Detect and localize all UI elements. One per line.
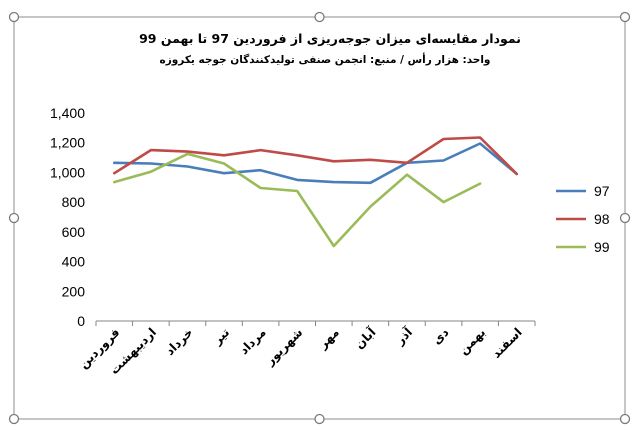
y-tick-label: 1,400 — [50, 105, 85, 121]
y-tick-label: 1,000 — [50, 164, 85, 180]
resize-handles[interactable] — [8, 11, 631, 425]
chart-title: نمودار مقایسه‌ای میزان جوجه‌ریزی از فرور… — [139, 31, 521, 46]
resize-handle[interactable] — [314, 11, 325, 23]
resize-handle[interactable] — [8, 11, 20, 23]
y-tick-label: 600 — [62, 224, 86, 240]
resize-handle[interactable] — [314, 413, 325, 425]
y-tick-label: 800 — [62, 194, 86, 210]
legend-label: 97 — [594, 183, 610, 199]
legend-label: 98 — [594, 211, 610, 227]
resize-handle[interactable] — [619, 212, 631, 224]
resize-handle[interactable] — [619, 413, 631, 425]
chart-border — [13, 16, 626, 420]
y-tick-label: 200 — [62, 283, 86, 299]
resize-handle[interactable] — [619, 11, 631, 23]
x-axis-ticks — [95, 321, 536, 326]
y-tick-label: 0 — [77, 313, 85, 329]
series-line-99 — [113, 152, 482, 248]
y-tick-label: 1,200 — [50, 135, 85, 151]
series-line-97 — [113, 142, 518, 185]
series-line-98 — [113, 136, 518, 176]
y-axis: 0 200 400 600 800 1,000 1,200 1,400 — [50, 105, 85, 329]
chart-subtitle: واحد: هزار رأس / منبع: انجمن صنفی تولیدک… — [160, 52, 491, 66]
resize-handle[interactable] — [8, 212, 20, 224]
y-tick-label: 400 — [62, 254, 86, 270]
resize-handle[interactable] — [8, 413, 20, 425]
legend: 97 98 99 — [556, 183, 610, 255]
legend-label: 99 — [594, 239, 610, 255]
series-lines — [113, 136, 518, 248]
